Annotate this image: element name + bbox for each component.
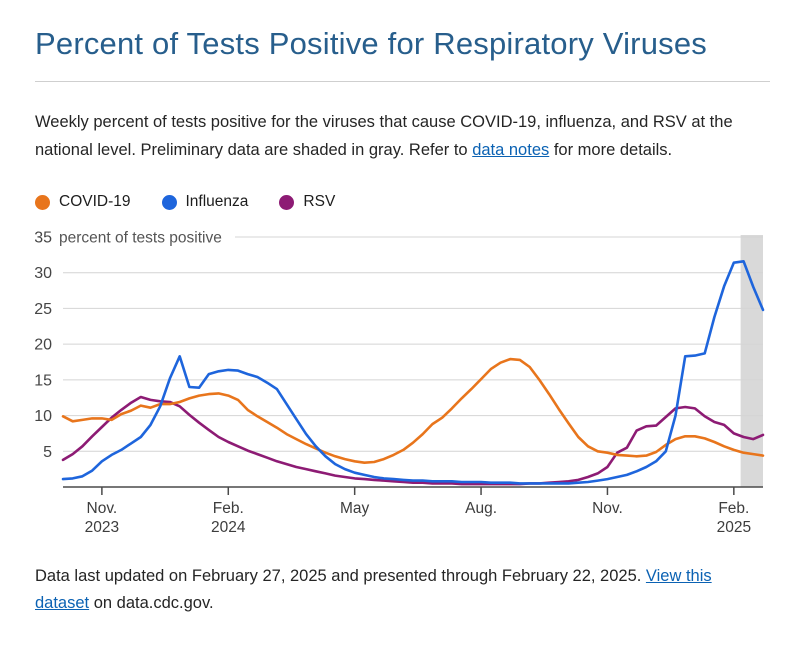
page-container: Percent of Tests Positive for Respirator… [34,26,770,617]
svg-text:2024: 2024 [211,519,246,536]
svg-text:percent of tests positive: percent of tests positive [59,230,222,247]
svg-text:5: 5 [43,444,52,461]
svg-text:Feb.: Feb. [718,500,749,517]
covid-dot-icon [35,194,50,210]
svg-text:20: 20 [35,337,52,354]
legend-item-covid: COVID-19 [35,193,131,211]
positivity-chart: 5 10 15 20 25 30 35 percent of tests positive No… [34,225,770,550]
influenza-dot-icon [161,194,177,210]
svg-text:May: May [340,500,370,517]
svg-text:10: 10 [35,408,52,425]
title-divider [35,81,770,83]
footer-note: Data last updated on February 27, 2025 a… [35,563,770,617]
view-dataset-link[interactable]: View this dataset [35,567,712,613]
legend-label-covid: COVID-19 [59,193,131,211]
legend-item-influenza: Influenza [161,193,249,211]
svg-text:Nov.: Nov. [592,500,623,517]
svg-text:2025: 2025 [717,519,751,536]
svg-text:25: 25 [35,301,52,318]
svg-text:Aug.: Aug. [465,500,497,517]
svg-text:Nov.: Nov. [87,500,118,517]
rsv-dot-icon [279,194,295,210]
footer-text-after: on data.cdc.gov. [89,594,214,613]
legend-item-rsv: RSV [279,193,335,211]
description-text-before: Weekly percent of tests positive for the… [35,113,733,159]
svg-text:30: 30 [35,265,52,282]
svg-text:Feb.: Feb. [213,500,244,517]
chart-description: Weekly percent of tests positive for the… [35,109,770,164]
description-text-after: for more details. [549,140,673,159]
svg-text:35: 35 [35,230,52,247]
footer-text-before: Data last updated on February 27, 2025 a… [35,567,646,586]
svg-text:2023: 2023 [85,519,119,536]
svg-text:15: 15 [35,372,52,389]
chart-legend: COVID-19 Influenza RSV [35,193,770,211]
data-notes-link[interactable]: data notes [472,140,550,159]
legend-label-influenza: Influenza [185,193,249,211]
legend-label-rsv: RSV [303,193,336,211]
page-title: Percent of Tests Positive for Respirator… [35,26,707,61]
